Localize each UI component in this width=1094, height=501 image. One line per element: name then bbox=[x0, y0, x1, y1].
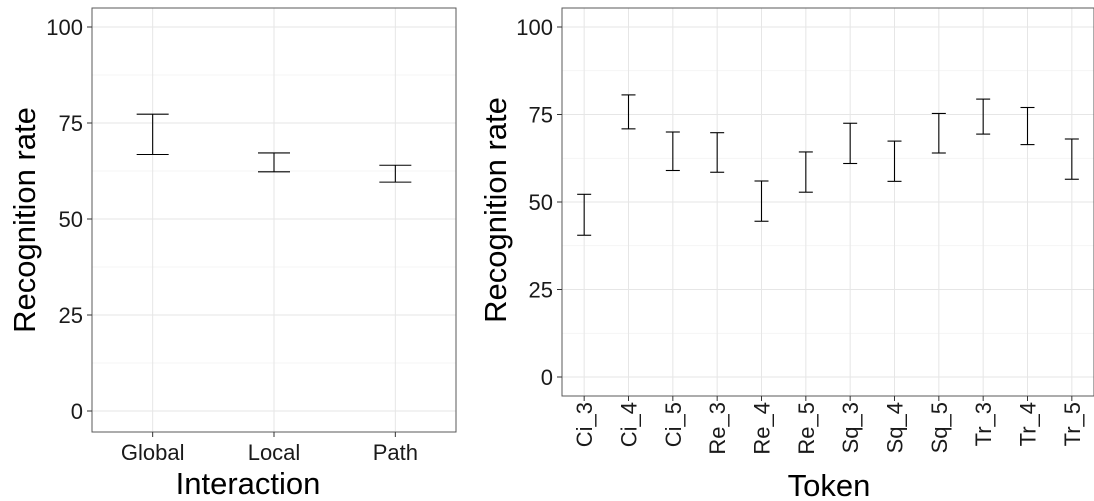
error-bar bbox=[710, 132, 725, 173]
y-tick-label: 0 bbox=[71, 399, 83, 424]
x-tick-label: Tr_3 bbox=[971, 402, 996, 446]
error-bar bbox=[136, 113, 169, 156]
x-tick-label: Ci_5 bbox=[661, 402, 686, 447]
x-tick-label: Sq_4 bbox=[883, 402, 908, 453]
x-tick-label: Global bbox=[121, 440, 185, 465]
interaction-bar-chart: Interaction Recognition rate 0 25 50 75 100 G… bbox=[7, 7, 457, 501]
y-tick-label: 75 bbox=[59, 111, 83, 136]
x-tick-label: Path bbox=[373, 440, 418, 465]
x-tick-label: Tr_4 bbox=[1016, 402, 1041, 446]
x-tick-label: Local bbox=[248, 440, 301, 465]
x-tick-label: Tr_5 bbox=[1060, 402, 1085, 446]
y-tick-label: 75 bbox=[529, 103, 553, 128]
y-tick-label: 25 bbox=[59, 303, 83, 328]
error-bar bbox=[798, 151, 813, 193]
error-bar bbox=[976, 98, 991, 135]
x-axis-title: Interaction bbox=[176, 466, 321, 501]
error-bar bbox=[931, 112, 946, 154]
error-bar bbox=[887, 140, 902, 182]
error-bar bbox=[843, 122, 858, 165]
grid bbox=[562, 8, 1094, 396]
error-bar bbox=[577, 193, 592, 236]
error-bar bbox=[754, 180, 769, 222]
x-tick-label: Sq_3 bbox=[838, 402, 863, 453]
x-tick-label: Re_3 bbox=[705, 402, 730, 455]
y-tick-label: 100 bbox=[516, 15, 553, 40]
y-tick-label: 50 bbox=[59, 207, 83, 232]
error-bar bbox=[621, 94, 636, 130]
y-tick-label: 0 bbox=[541, 365, 553, 390]
grid bbox=[92, 8, 456, 432]
y-tick-label: 100 bbox=[46, 15, 83, 40]
token-bar-chart: Token Recognition rate 0 25 50 75 100 Ci_3 Ci_… bbox=[478, 7, 1094, 501]
x-tick-label: Re_5 bbox=[794, 402, 819, 455]
error-bar bbox=[258, 152, 290, 173]
x-tick-label: Ci_3 bbox=[572, 402, 597, 447]
y-tick-label: 50 bbox=[529, 190, 553, 215]
y-axis-title: Recognition rate bbox=[478, 97, 513, 323]
x-tick-label: Ci_4 bbox=[617, 402, 642, 447]
error-bar bbox=[1064, 138, 1079, 180]
error-bar bbox=[379, 164, 412, 183]
error-bar bbox=[1020, 106, 1035, 146]
x-axis-title: Token bbox=[788, 468, 871, 501]
y-axis-title: Recognition rate bbox=[7, 107, 42, 333]
x-tick-label: Re_4 bbox=[750, 402, 775, 455]
x-tick-label: Sq_5 bbox=[927, 402, 952, 453]
y-tick-label: 25 bbox=[529, 278, 553, 303]
error-bar bbox=[665, 131, 680, 172]
